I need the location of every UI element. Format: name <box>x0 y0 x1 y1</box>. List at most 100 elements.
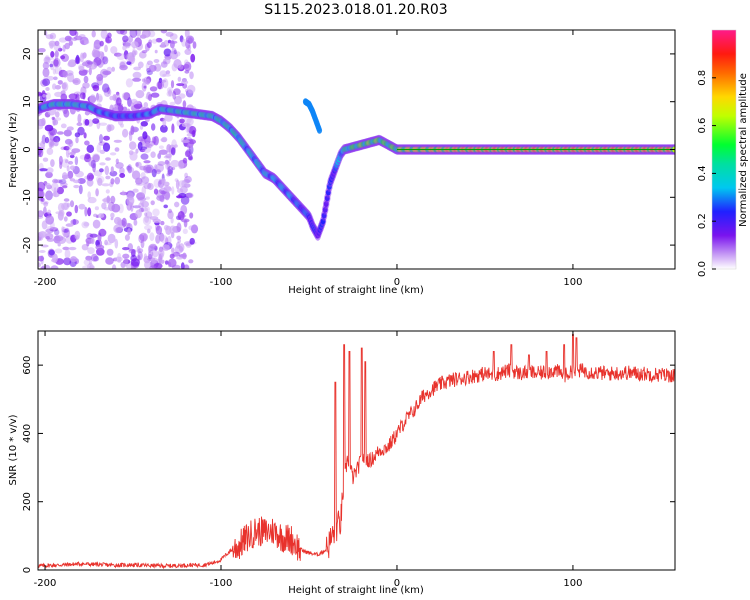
noise-blob <box>58 155 63 165</box>
noise-blob <box>145 62 150 70</box>
colorbar-tick-label: 0.6 <box>697 118 708 134</box>
noise-blob <box>99 40 104 47</box>
noise-blob <box>74 56 81 65</box>
noise-blob <box>182 100 187 109</box>
noise-blob <box>110 212 115 219</box>
spectrogram-y-tick-label: 10 <box>22 95 33 108</box>
noise-blob <box>122 253 130 259</box>
noise-blob <box>141 82 147 92</box>
noise-blob <box>150 151 156 158</box>
noise-blob <box>171 186 175 195</box>
noise-blob <box>143 253 147 261</box>
noise-blob <box>67 72 75 83</box>
noise-blob <box>93 39 102 50</box>
noise-blob <box>160 30 168 34</box>
noise-blob <box>61 82 67 90</box>
noise-blob <box>181 122 189 127</box>
noise-blob <box>164 113 173 122</box>
noise-blob <box>105 175 111 180</box>
noise-blob <box>106 124 112 133</box>
noise-blob <box>49 140 53 150</box>
noise-blob <box>122 128 129 138</box>
noise-blob <box>95 188 99 197</box>
snr-ticks: -200 -100 0 100 0 200 400 600 <box>22 331 675 589</box>
noise-blob <box>64 42 70 50</box>
noise-blob <box>111 66 115 72</box>
noise-blob <box>152 250 159 258</box>
snr-x-tick-label: -200 <box>34 578 57 589</box>
noise-blob <box>129 30 138 38</box>
noise-blob <box>89 94 97 104</box>
noise-blob <box>159 70 167 78</box>
noise-blob <box>92 154 100 163</box>
noise-blob <box>105 36 112 44</box>
noise-blob <box>114 238 119 249</box>
figure-title: S115.2023.018.01.20.R03 <box>264 2 447 18</box>
colorbar-tick-label: 0.2 <box>697 213 708 229</box>
noise-blob <box>54 117 62 121</box>
noise-blob <box>154 49 158 54</box>
noise-blob <box>38 48 46 53</box>
noise-blob <box>185 192 194 199</box>
noise-blob <box>115 227 122 233</box>
noise-blob <box>117 105 124 112</box>
noise-blob <box>130 125 135 135</box>
noise-blob <box>97 51 104 59</box>
noise-blob <box>49 60 55 71</box>
noise-blob <box>42 61 50 70</box>
noise-blob <box>151 257 158 264</box>
noise-blob <box>83 259 91 266</box>
noise-blob <box>160 235 169 244</box>
noise-blob <box>143 182 152 190</box>
noise-blob <box>45 190 53 201</box>
noise-blob <box>171 47 177 55</box>
noise-blob <box>185 242 192 248</box>
noise-blob <box>113 139 122 143</box>
noise-blob <box>86 144 95 153</box>
noise-blob <box>104 239 108 246</box>
noise-blob <box>171 123 175 134</box>
noise-blob <box>42 67 50 78</box>
noise-blob <box>96 92 99 101</box>
noise-blob <box>87 172 94 182</box>
noise-blob <box>91 49 99 58</box>
noise-blob <box>157 80 163 90</box>
noise-blob <box>177 188 184 194</box>
noise-blob <box>90 159 97 169</box>
noise-blob <box>129 141 137 150</box>
noise-blob <box>167 169 173 176</box>
noise-blob <box>115 162 124 169</box>
noise-blob <box>45 215 55 225</box>
noise-blob <box>90 253 98 262</box>
noise-blob <box>68 246 77 251</box>
noise-blob <box>102 56 109 65</box>
noise-blob <box>48 249 55 256</box>
noise-blob <box>158 232 165 242</box>
noise-blob <box>46 167 54 174</box>
noise-blob <box>141 185 147 196</box>
noise-blob <box>133 219 138 226</box>
noise-blob <box>140 153 149 160</box>
noise-blob <box>144 225 153 231</box>
noise-blob <box>41 117 46 127</box>
noise-blob <box>133 66 142 71</box>
noise-blob <box>188 259 194 264</box>
noise-blob <box>144 206 150 212</box>
noise-blob <box>69 165 76 171</box>
snr-xlabel: Height of straight line (km) <box>288 585 424 596</box>
noise-blob <box>152 218 161 223</box>
noise-blob <box>38 255 45 262</box>
noise-blob <box>53 138 59 147</box>
noise-blob <box>148 39 153 45</box>
noise-blob <box>63 146 70 151</box>
noise-blob <box>156 189 165 199</box>
noise-blob <box>140 207 145 213</box>
noise-blob <box>164 57 171 65</box>
noise-blob <box>151 168 157 178</box>
noise-blob <box>149 243 157 249</box>
noise-blob <box>188 139 197 145</box>
noise-blob <box>116 53 126 61</box>
noise-blob <box>70 256 78 263</box>
noise-blob <box>145 164 154 174</box>
